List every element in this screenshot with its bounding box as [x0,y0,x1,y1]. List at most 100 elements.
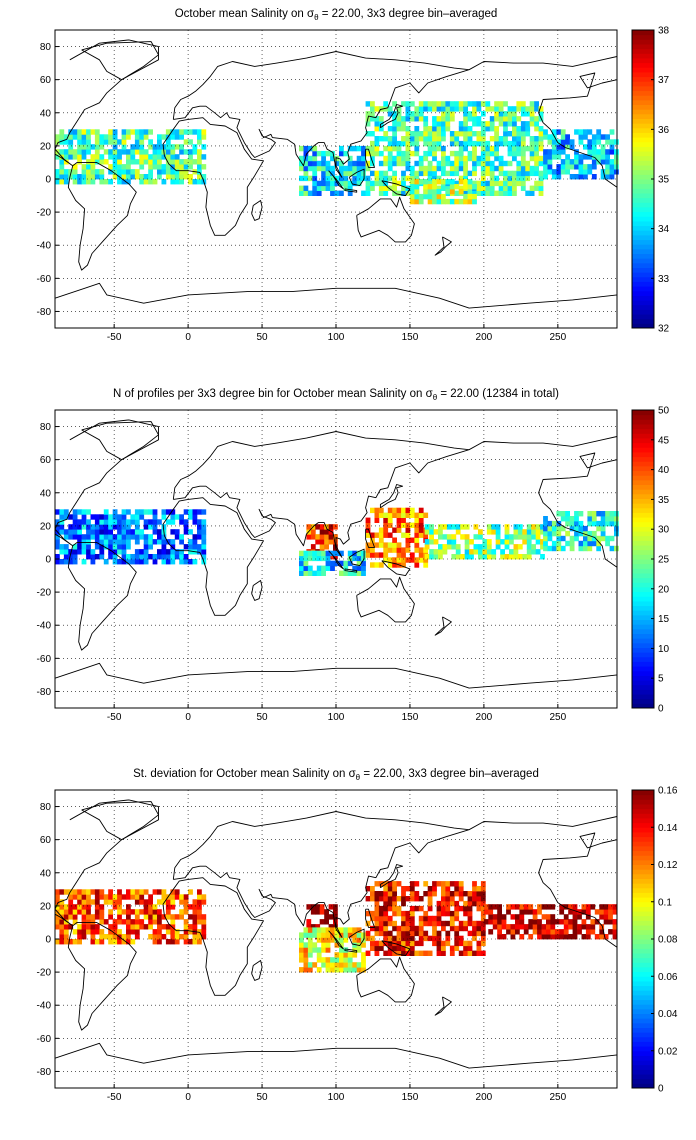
data-cell [192,534,198,540]
data-cell [103,529,109,535]
data-cell [378,136,384,142]
data-cell [170,889,176,895]
data-cell [480,121,486,127]
data-cell [352,937,358,943]
data-cell [361,190,366,196]
data-cell [90,179,96,185]
data-cell [497,924,502,930]
data-cell [414,140,420,147]
data-cell [148,174,153,180]
data-cell [299,947,304,953]
data-cell [392,145,397,152]
data-cell [485,165,491,172]
data-cell [409,925,415,932]
data-cell [441,193,446,200]
data-cell [463,945,468,951]
data-cell [192,509,198,515]
data-cell [551,545,557,552]
colorbar-step [632,1050,654,1056]
data-cell [554,919,560,925]
data-cell [170,509,176,515]
data-cell [361,967,366,973]
colorbar-step [632,920,654,926]
data-cell [121,169,127,175]
data-cell [414,950,420,956]
data-cell [520,126,526,132]
data-cell [432,188,437,195]
colorbar-step [632,244,654,250]
data-cell [370,532,375,538]
data-cell [565,134,570,140]
data-cell [174,514,180,520]
data-cell [130,889,136,895]
data-cell [343,185,349,191]
data-cell [423,547,429,553]
data-cell [117,889,122,895]
data-cell [188,509,193,515]
data-cell [503,111,508,117]
data-cell [590,929,596,935]
data-cell [463,910,468,917]
data-cell [139,129,145,135]
data-cell [334,180,340,187]
data-cell [396,896,402,902]
data-cell [378,925,384,932]
data-cell [472,140,477,147]
data-cell [68,529,74,535]
data-cell [591,144,597,150]
data-cell [387,111,393,117]
data-cell [192,899,198,905]
colorbar-step [632,451,654,458]
colorbar-step [632,790,654,796]
colorbar-step [632,803,654,810]
data-cell [55,534,60,540]
data-cell [492,914,498,920]
colorbar-step [632,694,654,700]
data-cell [139,179,145,185]
data-cell [591,540,597,547]
data-cell [503,101,508,107]
data-cell [600,525,606,532]
data-cell [201,544,207,550]
data-cell [467,111,473,117]
data-cell [409,131,415,137]
data-cell [99,939,105,945]
colorbar-step [632,841,654,847]
data-cell [543,154,548,160]
data-cell [77,174,82,180]
data-cell [497,929,502,935]
data-cell [63,174,69,180]
data-cell [436,910,442,917]
data-cell [112,534,118,540]
data-cell [330,175,335,182]
data-cell [560,516,566,522]
data-cell [157,554,162,560]
data-cell [86,174,91,180]
data-cell [86,889,91,895]
colorbar-step [632,911,654,917]
data-cell [441,198,446,205]
data-cell [170,519,176,525]
data-cell [547,134,553,140]
data-cell [59,559,65,565]
colorbar-step [632,286,654,292]
data-cell [148,934,153,940]
colorbar-tick-label: 5 [658,674,664,685]
data-cell [529,136,535,142]
data-cell [414,188,420,195]
data-cell [361,952,366,958]
data-cell [510,934,516,940]
data-cell [537,909,542,915]
data-cell [126,179,131,185]
data-cell [392,950,397,956]
colorbar-step [632,605,654,611]
data-cell [432,131,437,137]
data-cell [581,934,587,940]
data-cell [494,116,499,122]
data-cell [507,170,513,177]
data-cell [522,554,528,560]
colorbar-step [632,118,654,124]
data-cell [454,184,460,190]
data-cell [370,160,375,167]
data-cell [86,899,91,905]
